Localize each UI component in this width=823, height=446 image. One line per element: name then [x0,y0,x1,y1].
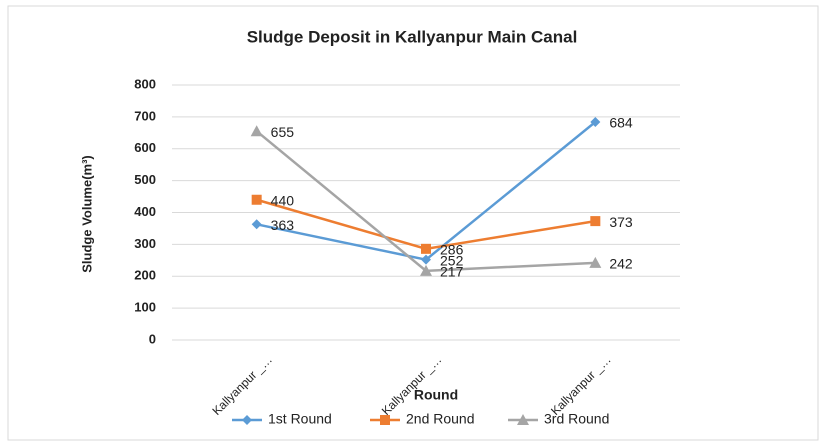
point [517,414,529,425]
y-tick-label: 600 [134,140,156,155]
point [242,415,252,425]
legend-label: 1st Round [268,411,332,427]
point [251,219,262,230]
data-label: 440 [271,192,295,208]
point [421,254,431,265]
legend-label: 3rd Round [544,411,609,427]
data-label: 252 [440,252,464,268]
y-tick-label: 800 [134,76,156,91]
y-tick-label: 200 [134,268,156,283]
x-axis-label: Round [414,387,458,403]
y-tick-label: 100 [134,300,156,315]
data-label: 242 [609,256,633,272]
y-tick-label: 700 [134,108,156,123]
data-label: 373 [609,214,633,230]
chart-border [7,5,819,441]
legend-label: 2nd Round [406,411,475,427]
y-tick-label: 0 [149,331,156,346]
data-label: 217 [440,264,464,280]
point [590,116,601,127]
chart-title: Sludge Deposit in Kallyanpur Main Canal [247,27,578,46]
data-label: 363 [271,217,295,233]
y-tick-label: 400 [134,204,156,219]
data-label: 684 [609,115,633,131]
point [421,243,431,254]
point [590,216,601,227]
point [250,125,263,137]
point [420,264,432,276]
y-tick-label: 500 [134,172,156,187]
data-label: 655 [271,124,295,140]
point [589,256,602,268]
point [380,415,390,425]
y-tick-label: 300 [134,236,156,251]
y-axis-label: Sludge Volume(m³) [79,155,94,272]
point [251,194,262,205]
data-label: 286 [440,242,464,258]
